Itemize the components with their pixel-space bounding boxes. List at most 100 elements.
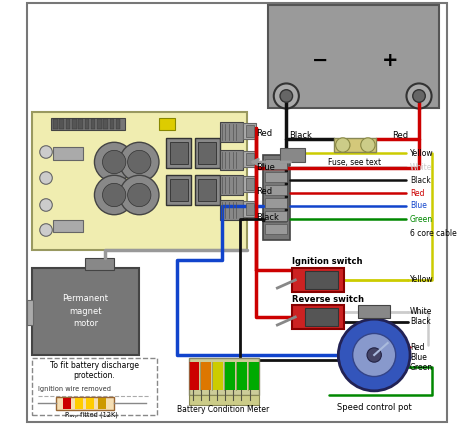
Text: Green: Green [410, 215, 433, 224]
Circle shape [119, 175, 159, 215]
Circle shape [353, 334, 396, 377]
Bar [166, 175, 191, 205]
Text: Ignition switch: Ignition switch [292, 258, 362, 266]
Bar [305, 271, 338, 289]
Text: Ignition wire removed: Ignition wire removed [38, 386, 111, 392]
Bar [220, 175, 243, 195]
Circle shape [40, 172, 52, 184]
Bar [237, 362, 246, 390]
Bar [265, 211, 287, 221]
Text: Red: Red [410, 189, 425, 198]
Text: Blue: Blue [410, 201, 427, 210]
Bar [265, 159, 287, 169]
Circle shape [361, 138, 375, 152]
Text: Black: Black [410, 317, 431, 326]
Text: protection.: protection. [73, 371, 115, 380]
Circle shape [119, 142, 159, 182]
Bar [27, 300, 34, 325]
Circle shape [274, 83, 299, 108]
Bar [66, 119, 70, 129]
Text: Red: Red [392, 130, 408, 139]
Bar [86, 398, 94, 409]
Text: Permanent
magnet
motor: Permanent magnet motor [63, 294, 109, 328]
Bar [63, 398, 71, 409]
Text: 6 core cable: 6 core cable [410, 229, 457, 238]
Bar [220, 150, 243, 170]
Text: Blue: Blue [256, 164, 275, 173]
Bar [84, 119, 89, 129]
Bar [170, 142, 188, 164]
Text: Black: Black [289, 130, 312, 139]
Circle shape [40, 199, 52, 211]
Bar [268, 5, 439, 108]
Bar [199, 179, 216, 201]
Bar [53, 147, 83, 160]
Bar [243, 151, 256, 167]
Circle shape [102, 183, 126, 207]
Bar [170, 179, 188, 201]
Bar [53, 119, 58, 129]
Bar [243, 123, 256, 139]
Bar [97, 119, 101, 129]
Text: Fuse, see text: Fuse, see text [328, 158, 381, 167]
Bar [53, 220, 83, 232]
Text: +: + [382, 51, 399, 70]
Bar [220, 122, 243, 142]
Circle shape [94, 142, 134, 182]
Bar [248, 362, 258, 390]
Bar [189, 395, 259, 405]
Bar [292, 305, 344, 329]
Circle shape [128, 150, 151, 174]
Bar [98, 398, 106, 409]
Bar [91, 119, 95, 129]
Bar [292, 268, 344, 292]
Bar [246, 125, 254, 137]
Text: White: White [410, 162, 432, 172]
Bar [220, 200, 243, 220]
Bar [190, 362, 200, 390]
Text: Blue: Blue [410, 352, 427, 362]
Bar [199, 142, 216, 164]
Bar [59, 119, 64, 129]
Bar [358, 305, 390, 318]
Bar [56, 397, 114, 410]
Circle shape [413, 90, 425, 102]
Bar [166, 138, 191, 168]
Bar [75, 398, 83, 409]
Circle shape [407, 83, 431, 108]
Text: Red: Red [256, 187, 272, 196]
Bar [195, 138, 220, 168]
Bar [72, 119, 76, 129]
Text: Red: Red [410, 343, 425, 351]
Text: Yellow: Yellow [410, 275, 434, 284]
Bar [159, 118, 175, 130]
Bar [305, 308, 338, 326]
Bar [116, 119, 120, 129]
Bar [243, 201, 256, 217]
Bar [78, 119, 83, 129]
Bar [280, 148, 305, 162]
Circle shape [280, 90, 292, 102]
Bar [265, 172, 287, 182]
Bar [85, 258, 114, 270]
Text: White: White [410, 308, 432, 317]
Text: To fit battery discharge: To fit battery discharge [50, 362, 139, 371]
Circle shape [40, 146, 52, 158]
Text: Green: Green [410, 363, 433, 371]
Text: Yellow: Yellow [410, 148, 434, 158]
Circle shape [94, 175, 134, 215]
Bar [32, 358, 157, 415]
Circle shape [338, 319, 410, 391]
Circle shape [102, 150, 126, 174]
Bar [32, 268, 139, 355]
Circle shape [128, 183, 151, 207]
Text: Black: Black [256, 212, 279, 221]
Bar [195, 175, 220, 205]
Bar [246, 178, 254, 190]
Bar [246, 203, 254, 215]
Bar [263, 155, 290, 240]
Bar [265, 224, 287, 234]
Bar [189, 358, 259, 395]
Circle shape [367, 348, 382, 362]
Text: Rᵤᵥₚ fitted (12K): Rᵤᵥₚ fitted (12K) [65, 412, 118, 418]
